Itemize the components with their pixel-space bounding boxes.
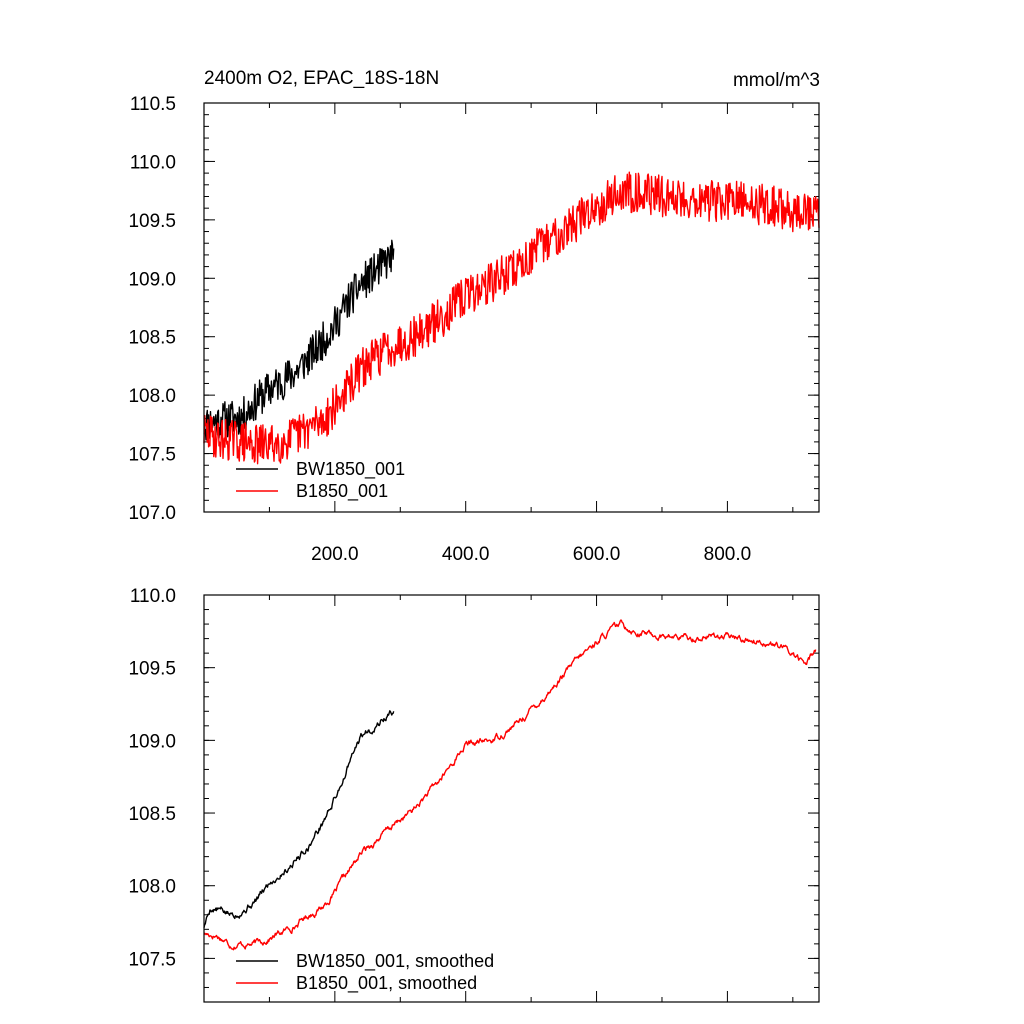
- x-tick-label: 800.0: [704, 544, 752, 565]
- y-tick-label: 108.0: [128, 386, 176, 407]
- top-legend-label-b1850: B1850_001: [296, 481, 388, 502]
- y-tick-label: 110.5: [130, 94, 176, 115]
- y-tick-label: 108.0: [128, 877, 176, 898]
- y-tick-label: 107.0: [128, 503, 176, 524]
- bottom-legend-label-bw1850: BW1850_001, smoothed: [296, 951, 494, 972]
- x-tick-label: 600.0: [573, 544, 621, 565]
- top-panel-legend: BW1850_001 B1850_001: [236, 459, 405, 502]
- bottom-panel-frame: [203, 594, 820, 1003]
- y-tick-label: 109.0: [128, 269, 176, 290]
- top-panel: 2400m O2, EPAC_18S-18N mmol/m^3 107.0 107…: [128, 68, 820, 565]
- series-line-bw1850-001: [203, 239, 395, 441]
- y-tick-label: 107.5: [128, 445, 176, 466]
- y-tick-label: 108.5: [128, 804, 176, 825]
- x-tick-label: 200.0: [311, 544, 359, 565]
- y-tick-label: 108.5: [128, 328, 176, 349]
- series-line-bw1850-001: [203, 710, 395, 928]
- y-tick-label: 109.5: [128, 211, 176, 232]
- top-panel-title: 2400m O2, EPAC_18S-18N: [204, 68, 439, 89]
- bottom-panel-legend: BW1850_001, smoothed B1850_001, smoothed: [236, 951, 494, 994]
- y-tick-label: 109.5: [128, 659, 176, 680]
- y-tick-label: 109.0: [128, 731, 176, 752]
- y-tick-label: 110.0: [130, 152, 176, 173]
- bottom-panel: 107.5 108.0 108.5 109.0 109.5 110.0 BW1850_00…: [128, 586, 820, 1003]
- bottom-legend-label-b1850: B1850_001, smoothed: [296, 973, 477, 994]
- top-legend-label-bw1850: BW1850_001: [296, 459, 405, 480]
- x-tick-label: 400.0: [442, 544, 490, 565]
- top-panel-units: mmol/m^3: [733, 70, 820, 91]
- series-line-b1850-001: [203, 619, 817, 951]
- series-line-b1850-001: [203, 171, 820, 465]
- y-tick-label: 107.5: [128, 949, 176, 970]
- top-panel-frame: [203, 102, 820, 513]
- y-tick-label: 110.0: [130, 586, 176, 607]
